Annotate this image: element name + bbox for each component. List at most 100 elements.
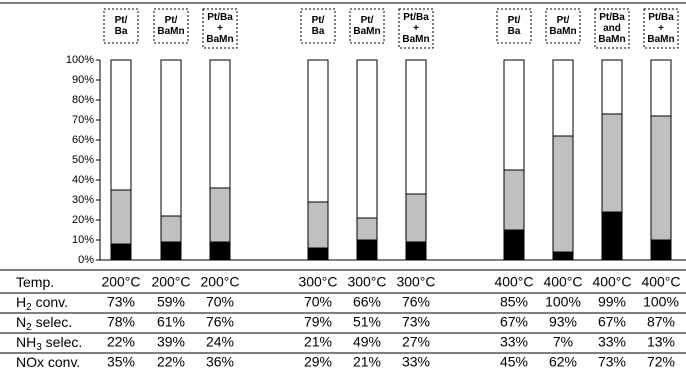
label-box <box>545 8 581 44</box>
bar-label: and <box>603 23 621 34</box>
bar-segment <box>552 135 574 253</box>
row-label-part: 3 <box>36 342 42 353</box>
bar-label: BaMn <box>402 34 429 45</box>
bar-label: BaMn <box>157 26 184 37</box>
row-label-part: NOx conv. <box>16 354 80 370</box>
table-cell: 45% <box>500 354 528 370</box>
table-cell: 400°C <box>494 274 533 290</box>
bar-segment <box>503 59 525 171</box>
table-cell: 35% <box>107 354 135 370</box>
bar-segment <box>552 251 574 261</box>
bar-segment <box>601 59 623 115</box>
table-cell: 87% <box>647 314 675 330</box>
y-tick-label: 30% <box>72 194 94 206</box>
table-cell: 59% <box>157 294 185 310</box>
bar-segment <box>601 211 623 261</box>
bar-segment <box>650 239 672 261</box>
table-cell: 400°C <box>543 274 582 290</box>
y-tick-label: 20% <box>72 214 94 226</box>
bar-label: Pt/ <box>115 15 128 26</box>
bar-label: + <box>658 23 664 34</box>
table-cell: 67% <box>500 314 528 330</box>
table-cell: 93% <box>549 314 577 330</box>
table-cell: 21% <box>304 334 332 350</box>
bar-segment <box>209 59 231 189</box>
row-label-part: conv. <box>32 294 68 310</box>
table-cell: 62% <box>549 354 577 370</box>
table-cell: 39% <box>157 334 185 350</box>
y-tick-label: 10% <box>72 234 94 246</box>
table-cell: 51% <box>353 314 381 330</box>
bar-segment <box>503 169 525 231</box>
bar-label: + <box>413 23 419 34</box>
table-cell: 61% <box>157 314 185 330</box>
bar-label: BaMn <box>549 26 576 37</box>
bar-label: + <box>217 23 223 34</box>
table-cell: 70% <box>304 294 332 310</box>
bar-label: Pt/ <box>165 15 178 26</box>
bar-segment <box>110 189 132 245</box>
table-cell: 33% <box>500 334 528 350</box>
row-label-part: H <box>16 294 26 310</box>
bar-segment <box>405 241 427 261</box>
table-cell: 22% <box>157 354 185 370</box>
y-tick-label: 60% <box>72 134 94 146</box>
label-box <box>349 8 385 44</box>
row-label-part: NH <box>16 334 36 350</box>
table-cell: 99% <box>598 294 626 310</box>
table-cell: 36% <box>206 354 234 370</box>
bar-segment <box>405 59 427 195</box>
label-box <box>496 8 532 44</box>
table-cell: 200°C <box>200 274 239 290</box>
bar-segment <box>356 59 378 219</box>
bar-segment <box>209 241 231 261</box>
bar-segment <box>307 59 329 203</box>
table-cell: 400°C <box>641 274 680 290</box>
bar-segment <box>160 59 182 217</box>
bar-label: Pt/ <box>557 15 570 26</box>
row-label-part: selec. <box>42 334 82 350</box>
bar-label: Pt/ <box>508 15 521 26</box>
table-cell: 33% <box>402 354 430 370</box>
bar-label: Pt/Ba <box>648 12 674 23</box>
table-cell: 24% <box>206 334 234 350</box>
label-box <box>300 8 336 44</box>
table-cell: 85% <box>500 294 528 310</box>
table-cell: 200°C <box>101 274 140 290</box>
table-cell: 29% <box>304 354 332 370</box>
bar-segment <box>307 247 329 261</box>
y-tick-label: 90% <box>72 74 94 86</box>
table-cell: 49% <box>353 334 381 350</box>
bar-segment <box>209 187 231 243</box>
table-cell: 73% <box>598 354 626 370</box>
bar-segment <box>601 113 623 213</box>
bar-segment <box>503 229 525 261</box>
row-label: Temp. <box>16 274 54 290</box>
label-box <box>103 8 139 44</box>
table-cell: 7% <box>553 334 573 350</box>
row-label: NOx conv. <box>16 354 80 370</box>
bar-label: Ba <box>508 26 521 37</box>
table-cell: 67% <box>598 314 626 330</box>
bar-label: BaMn <box>647 34 674 45</box>
bar-label: Pt/ <box>361 15 374 26</box>
row-label-part: N <box>16 314 26 330</box>
label-box <box>202 8 238 49</box>
row-label-part: Temp. <box>16 274 54 290</box>
table-cell: 78% <box>107 314 135 330</box>
table-cell: 73% <box>107 294 135 310</box>
bar-label: Pt/Ba <box>599 12 625 23</box>
table-cell: 33% <box>598 334 626 350</box>
bar-segment <box>110 243 132 261</box>
row-label-part: 2 <box>26 322 32 333</box>
bar-label: Pt/Ba <box>403 12 429 23</box>
y-tick-label: 0% <box>78 254 94 266</box>
row-label: H2 conv. <box>16 294 68 313</box>
label-box <box>153 8 189 44</box>
y-tick-label: 40% <box>72 174 94 186</box>
bar-segment <box>110 59 132 191</box>
table-cell: 22% <box>107 334 135 350</box>
bar-label: BaMn <box>598 34 625 45</box>
label-box <box>398 8 434 49</box>
table-cell: 21% <box>353 354 381 370</box>
